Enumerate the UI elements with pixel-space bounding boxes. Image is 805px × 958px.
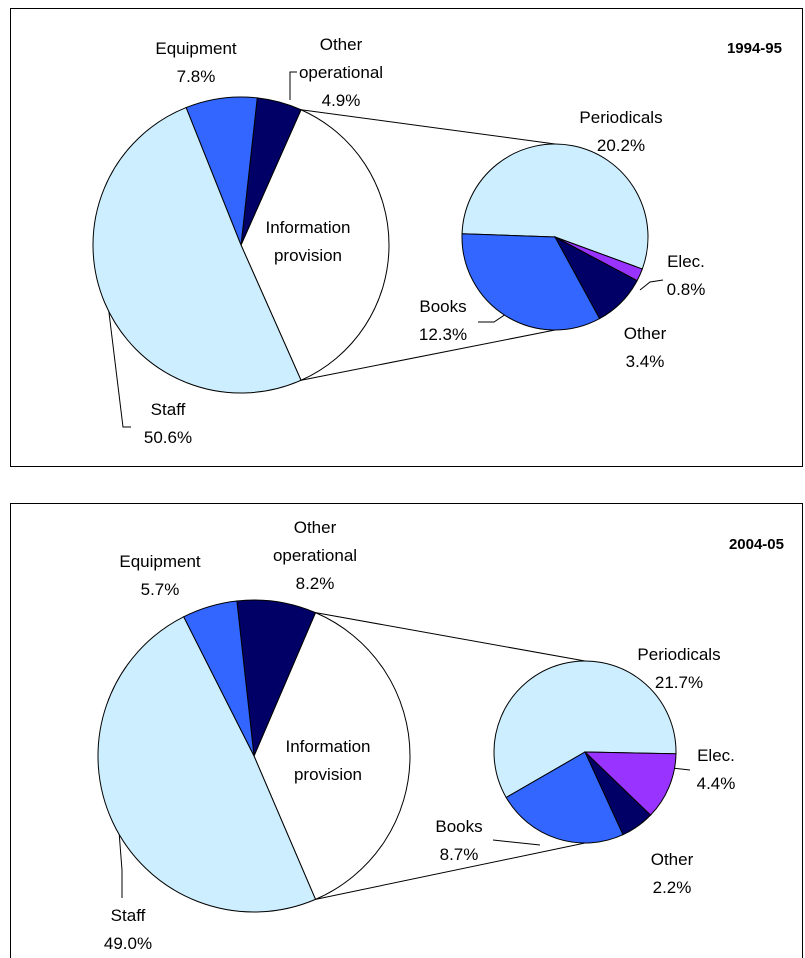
slice-label: Books 8.7% bbox=[424, 813, 494, 869]
slice-value: 50.6% bbox=[143, 428, 193, 447]
pie-slice bbox=[253, 611, 411, 901]
slice-label: Information provision bbox=[248, 214, 368, 270]
slice-name: Other operational bbox=[298, 35, 384, 82]
slice-name: Information provision bbox=[265, 218, 351, 265]
slice-label: Other operational 4.9% bbox=[286, 31, 396, 115]
slice-label: Periodicals 21.7% bbox=[624, 641, 734, 697]
slice-name: Periodicals bbox=[637, 645, 721, 664]
slice-name: Books bbox=[419, 297, 467, 316]
slice-name: Staff bbox=[150, 400, 186, 419]
slice-label: Staff 49.0% bbox=[88, 902, 168, 958]
secondary-slice bbox=[583, 751, 677, 816]
slice-name: Elec. bbox=[667, 252, 705, 271]
slice-label: Equipment 7.8% bbox=[141, 35, 251, 91]
slice-label: Information provision bbox=[268, 733, 388, 789]
slice-value: 3.4% bbox=[625, 352, 665, 371]
slice-value: 12.3% bbox=[418, 325, 468, 344]
slice-label: Other 2.2% bbox=[642, 846, 702, 902]
slice-label: Other operational 8.2% bbox=[260, 514, 370, 598]
slice-label: Books 12.3% bbox=[408, 293, 478, 349]
slice-name: Equipment bbox=[155, 39, 237, 58]
slice-label: Other 3.4% bbox=[615, 320, 675, 376]
chart-frame bbox=[10, 8, 803, 467]
slice-name: Other bbox=[650, 850, 694, 869]
chart-frame bbox=[10, 503, 803, 958]
secondary-slice bbox=[493, 660, 677, 799]
chart-title: 2004-05 bbox=[728, 536, 784, 553]
leader-line bbox=[289, 71, 297, 100]
leader-line bbox=[639, 279, 664, 291]
connector-line bbox=[300, 329, 556, 381]
leader-line bbox=[104, 279, 131, 428]
slice-name: Staff bbox=[110, 906, 146, 925]
slice-name: Other operational bbox=[272, 518, 358, 565]
slice-value: 4.4% bbox=[696, 774, 736, 793]
leader-line bbox=[492, 839, 541, 846]
secondary-slice bbox=[461, 143, 649, 270]
slice-name: Periodicals bbox=[579, 108, 663, 127]
slice-label: Periodicals 20.2% bbox=[566, 104, 676, 160]
slice-value: 4.9% bbox=[321, 91, 361, 110]
slice-name: Equipment bbox=[119, 552, 201, 571]
pie-slice bbox=[92, 106, 302, 394]
secondary-slice bbox=[505, 751, 624, 844]
slice-value: 7.8% bbox=[176, 67, 216, 86]
slice-label: Elec. 4.4% bbox=[686, 742, 746, 798]
slice-name: Elec. bbox=[697, 746, 735, 765]
slice-value: 8.2% bbox=[295, 574, 335, 593]
connector-line bbox=[300, 109, 556, 145]
slice-value: 49.0% bbox=[103, 934, 153, 953]
chart-title: 1994-95 bbox=[726, 40, 782, 57]
slice-name: Other bbox=[623, 324, 667, 343]
slice-value: 2.2% bbox=[652, 878, 692, 897]
slice-value: 5.7% bbox=[140, 580, 180, 599]
pie-slice bbox=[240, 109, 390, 381]
slice-label: Staff 50.6% bbox=[128, 396, 208, 452]
slice-value: 8.7% bbox=[439, 845, 479, 864]
slice-name: Information provision bbox=[285, 737, 371, 784]
slice-value: 0.8% bbox=[666, 280, 706, 299]
connector-line bbox=[315, 842, 586, 900]
connector-line bbox=[315, 612, 586, 662]
pie-slice bbox=[97, 616, 317, 913]
slice-value: 20.2% bbox=[596, 136, 646, 155]
slice-label: Elec. 0.8% bbox=[656, 248, 716, 304]
slice-value: 21.7% bbox=[654, 673, 704, 692]
slice-name: Books bbox=[435, 817, 483, 836]
slice-label: Equipment 5.7% bbox=[105, 548, 215, 604]
secondary-slice bbox=[461, 233, 601, 331]
